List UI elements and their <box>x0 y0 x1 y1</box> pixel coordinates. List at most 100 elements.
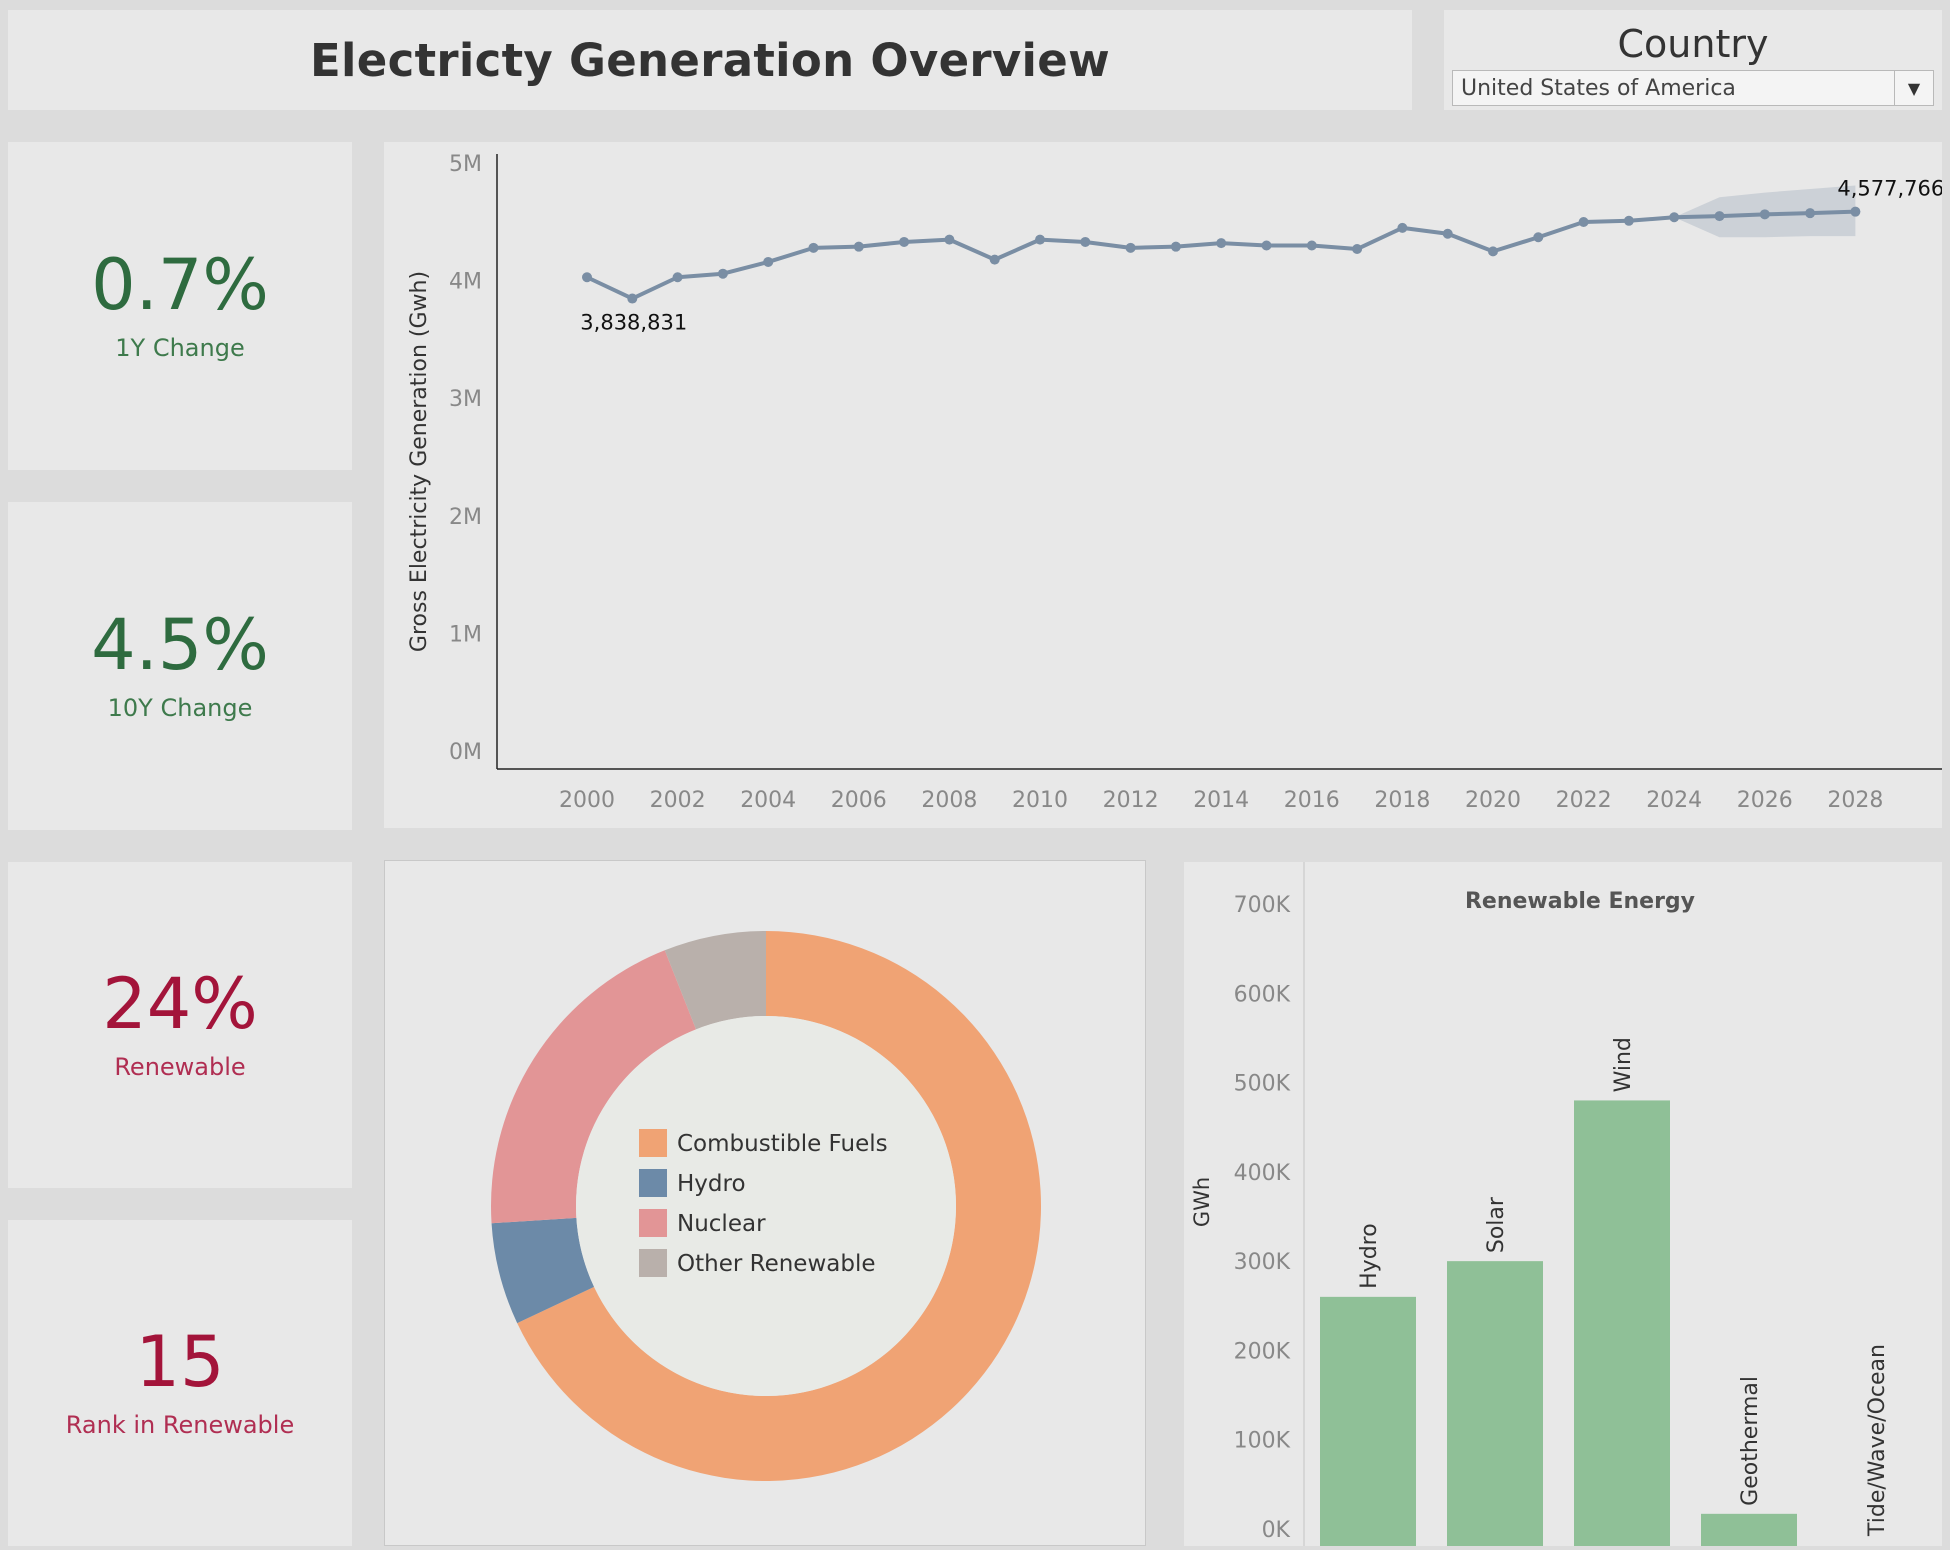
x-tick-label: 2004 <box>740 788 796 813</box>
x-tick-label: 2022 <box>1556 788 1612 813</box>
legend-label: Nuclear <box>677 1211 766 1237</box>
kpi-renewable-rank: 15 Rank in Renewable <box>8 1220 352 1546</box>
x-tick-label: 2014 <box>1193 788 1249 813</box>
kpi-10y-value: 4.5% <box>91 604 269 686</box>
x-tick-label: 2008 <box>921 788 977 813</box>
dashboard-title: Electricty Generation Overview <box>310 33 1110 87</box>
data-point <box>1216 238 1227 249</box>
data-point <box>853 241 864 252</box>
annotation-label: 4,577,766 <box>1837 177 1942 201</box>
kpi-10y-change: 4.5% 10Y Change <box>8 502 352 830</box>
data-point <box>717 268 728 279</box>
y-tick-label: 1M <box>449 622 482 647</box>
y-tick-label: 400K <box>1234 1161 1291 1186</box>
data-point <box>1352 244 1363 255</box>
data-point <box>627 293 638 304</box>
bar-category-label: Tide/Wave/Ocean <box>1865 1344 1890 1537</box>
data-point <box>1759 209 1770 220</box>
x-tick-label: 2020 <box>1465 788 1521 813</box>
legend-swatch <box>639 1129 667 1157</box>
data-point <box>1623 215 1634 226</box>
kpi-renewable-share: 24% Renewable <box>8 862 352 1188</box>
x-tick-label: 2010 <box>1012 788 1068 813</box>
y-tick-label: 3M <box>449 387 482 412</box>
data-point <box>1669 212 1680 223</box>
y-tick-label: 200K <box>1234 1339 1291 1364</box>
donut-slice <box>664 931 766 1030</box>
kpi-rank-value: 15 <box>135 1321 225 1403</box>
x-tick-label: 2012 <box>1103 788 1159 813</box>
data-point <box>1125 242 1136 253</box>
x-tick-label: 2024 <box>1646 788 1702 813</box>
data-point <box>899 236 910 247</box>
data-point <box>1533 232 1544 243</box>
country-filter-panel: Country United States of America ▼ <box>1444 10 1942 110</box>
data-point <box>944 234 955 245</box>
data-point <box>1578 216 1589 227</box>
bar-category-label: Hydro <box>1357 1223 1382 1289</box>
y-tick-label: 4M <box>449 270 482 295</box>
data-point <box>1442 228 1453 239</box>
bar <box>1701 1513 1797 1546</box>
data-point <box>1488 246 1498 257</box>
x-tick-label: 2000 <box>559 788 615 813</box>
y-axis-label: GWh <box>1190 1177 1214 1227</box>
data-point <box>1080 236 1091 247</box>
data-point <box>1805 208 1816 219</box>
y-tick-label: 500K <box>1234 1072 1291 1097</box>
y-tick-label: 2M <box>449 505 482 530</box>
y-tick-label: 5M <box>449 152 482 177</box>
data-point <box>672 272 683 283</box>
data-point <box>1306 240 1317 251</box>
donut-slice <box>517 931 1041 1481</box>
kpi-1y-value: 0.7% <box>91 244 269 326</box>
kpi-1y-change: 0.7% 1Y Change <box>8 142 352 470</box>
x-tick-label: 2026 <box>1737 788 1793 813</box>
x-tick-label: 2006 <box>831 788 887 813</box>
chevron-down-icon[interactable]: ▼ <box>1894 71 1933 105</box>
data-point <box>763 256 774 267</box>
renewable-bar-chart-panel: Renewable Energy 0K 100K 200K 300K 400K 500K 60… <box>1184 862 1942 1546</box>
renewable-bar-chart[interactable]: Renewable Energy 0K 100K 200K 300K 400K 500K 60… <box>1184 862 1942 1546</box>
kpi-renewable-label: Renewable <box>114 1053 246 1081</box>
title-panel: Electricty Generation Overview <box>8 10 1412 110</box>
kpi-rank-label: Rank in Renewable <box>65 1411 295 1439</box>
bar <box>1574 1100 1670 1546</box>
generation-series-line <box>586 209 1856 301</box>
x-tick-label: 2028 <box>1827 788 1883 813</box>
country-select-value: United States of America <box>1461 76 1736 101</box>
data-point <box>1850 206 1861 217</box>
data-point <box>1170 241 1181 252</box>
y-tick-label: 100K <box>1234 1429 1291 1454</box>
data-point <box>808 242 819 253</box>
data-point <box>989 254 1000 265</box>
legend-swatch <box>639 1249 667 1277</box>
bar <box>1320 1296 1416 1546</box>
y-axis-label: Gross Electricity Generation (Gwh) <box>407 271 432 652</box>
bar-category-label: Wind <box>1611 1037 1636 1092</box>
generation-line-chart[interactable]: 0M 1M 2M 3M 4M 5M 2000 2002 2004 2006 2008 2010 2012… <box>384 142 1944 828</box>
legend-swatch <box>639 1209 667 1237</box>
legend-label: Combustible Fuels <box>677 1131 888 1157</box>
kpi-renewable-value: 24% <box>102 963 258 1045</box>
bar-category-label: Solar <box>1484 1196 1509 1253</box>
bar-category-label: Geothermal <box>1738 1376 1763 1506</box>
data-point <box>1397 222 1408 233</box>
y-tick-label: 0M <box>449 740 482 765</box>
country-select[interactable]: United States of America ▼ <box>1452 70 1934 106</box>
generation-line-chart-panel: 0M 1M 2M 3M 4M 5M 2000 2002 2004 2006 2008 2010 2012… <box>384 142 1944 828</box>
annotation-label: 3,838,831 <box>580 311 687 335</box>
y-tick-label: 300K <box>1234 1250 1291 1275</box>
y-tick-label: 0K <box>1262 1518 1291 1543</box>
data-point <box>1714 211 1725 222</box>
donut-slice <box>491 950 697 1224</box>
generation-mix-donut-chart[interactable]: Combustible Fuels Hydro Nuclear Other Renew… <box>385 861 1145 1545</box>
chart-title: Renewable Energy <box>1465 889 1695 914</box>
y-tick-label: 700K <box>1234 893 1291 918</box>
country-filter-label: Country <box>1617 22 1769 66</box>
data-point <box>1261 240 1272 251</box>
kpi-1y-label: 1Y Change <box>115 334 245 362</box>
bar <box>1447 1261 1543 1546</box>
legend-label: Hydro <box>677 1171 746 1197</box>
legend-swatch <box>639 1169 667 1197</box>
